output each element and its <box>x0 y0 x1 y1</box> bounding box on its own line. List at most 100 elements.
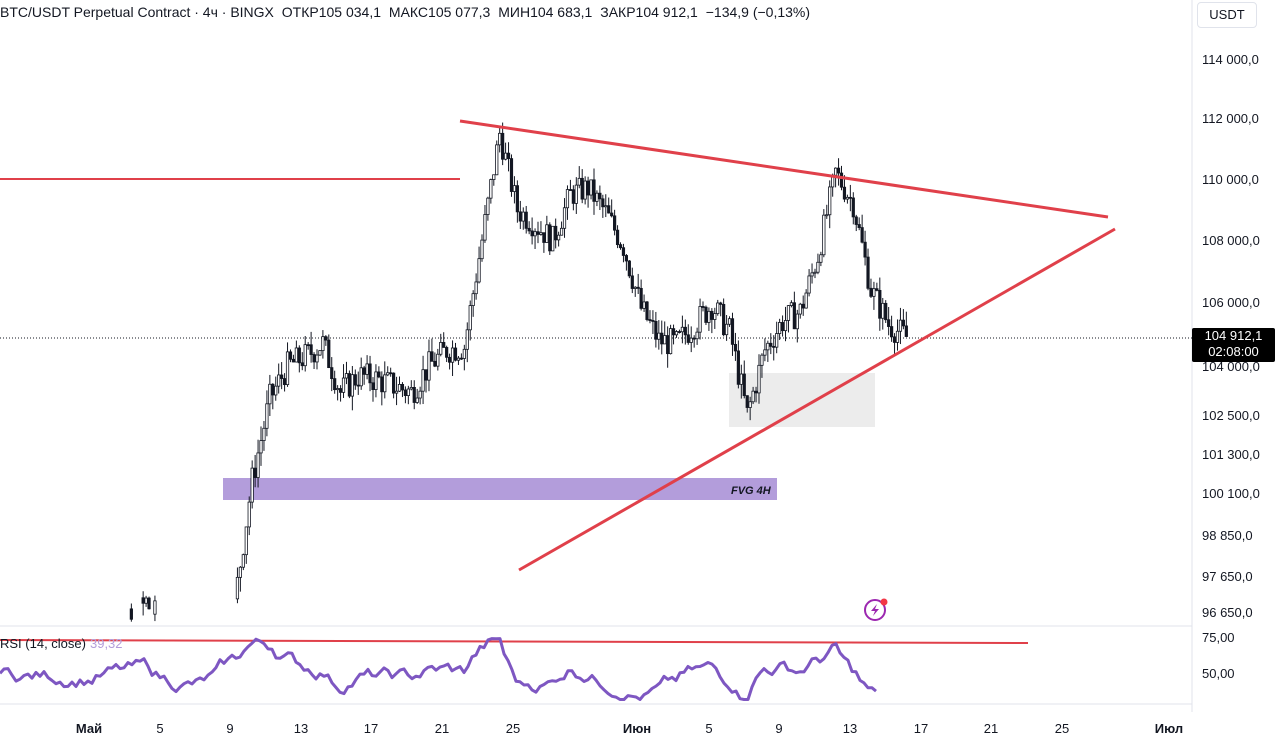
rsi-title: RSI (14, close) <box>0 636 86 651</box>
price-tick-label: 102 500,0 <box>1202 408 1260 423</box>
time-tick-label: Май <box>76 721 102 736</box>
candle-body <box>368 363 372 384</box>
candle-body <box>539 232 543 235</box>
price-tick-label: 97 650,0 <box>1202 569 1253 584</box>
candle-body <box>716 302 720 314</box>
candle-body <box>459 357 463 360</box>
candle-body <box>580 177 584 200</box>
candle-body <box>480 239 484 260</box>
candle-body <box>450 347 455 363</box>
candle-body <box>686 334 690 343</box>
candle-body <box>733 343 738 352</box>
candle-body <box>244 526 248 556</box>
candle-body <box>804 292 808 309</box>
candle-body <box>471 293 475 306</box>
last-price-value: 104 912,1 <box>1204 328 1263 343</box>
candle-body <box>241 554 245 568</box>
candle-body <box>392 372 396 394</box>
candles[interactable] <box>129 122 908 622</box>
candle-body <box>259 440 263 454</box>
candle-body <box>595 192 599 202</box>
candle-body <box>683 326 687 336</box>
candle-body <box>654 321 658 340</box>
candle-body <box>642 301 646 309</box>
candle-body <box>698 306 702 333</box>
candle-body <box>268 383 272 405</box>
grey-zone[interactable] <box>729 373 875 427</box>
candle-body <box>477 258 481 283</box>
rsi-legend[interactable]: RSI (14, close) 39,32 <box>0 636 123 651</box>
time-axis[interactable]: Май 5 9 13 17 21 25 Июн 5 9 13 17 21 25 Июл <box>76 721 1183 736</box>
candle-body <box>442 342 446 348</box>
candle-body <box>312 354 316 363</box>
candle-body <box>503 152 508 160</box>
candle-body <box>757 364 761 394</box>
candle-body <box>548 224 552 252</box>
candle-body <box>671 328 676 336</box>
candle-body <box>536 231 540 235</box>
candle-body <box>898 319 903 332</box>
symbol-title[interactable]: BTC/USDT Perpetual Contract · 4ч · BINGX <box>0 4 274 20</box>
price-tick-label: 108 000,0 <box>1202 233 1260 248</box>
currency-button[interactable]: USDT <box>1197 2 1257 28</box>
price-tick-label: 110 000,0 <box>1202 172 1259 187</box>
candle-body <box>147 597 151 610</box>
candle-body <box>321 336 325 352</box>
candle-body <box>869 287 873 297</box>
candle-body <box>890 326 894 338</box>
bar-countdown: 02:08:00 <box>1208 344 1259 359</box>
price-axis[interactable]: 114 000,0 112 000,0 110 000,0 108 000,0 106 … <box>1202 52 1260 681</box>
candle-body <box>380 376 384 393</box>
candle-body <box>397 384 402 392</box>
candle-body <box>798 303 802 315</box>
rsi-reference-line[interactable] <box>0 639 1029 644</box>
candle-body <box>618 244 623 249</box>
candle-body <box>344 373 349 379</box>
candle-body <box>901 319 905 327</box>
price-tick-label: 106 000,0 <box>1202 295 1260 310</box>
lower-trendline[interactable] <box>518 227 1116 572</box>
candle-body <box>610 212 614 217</box>
candle-body <box>730 318 735 345</box>
candle-body <box>674 331 679 336</box>
candle-body <box>315 354 319 363</box>
rsi-tick-label: 50,00 <box>1202 666 1235 681</box>
candle-body <box>839 172 844 188</box>
candle-body <box>277 374 281 387</box>
rsi-line[interactable] <box>0 637 877 701</box>
candle-body <box>657 332 661 340</box>
candle-body <box>704 306 708 323</box>
candle-body <box>518 211 522 222</box>
candle-body <box>713 313 717 320</box>
flash-icon[interactable] <box>864 598 888 621</box>
candle-body <box>707 310 711 323</box>
candle-body <box>695 331 699 340</box>
candle-body <box>439 342 443 355</box>
candle-body <box>742 373 746 397</box>
candle-body <box>483 214 487 241</box>
candle-body <box>303 344 307 367</box>
candle-body <box>710 310 714 320</box>
candle-body <box>445 347 449 358</box>
candle-body <box>627 260 631 277</box>
high-label: МАКС <box>388 4 429 20</box>
price-tick-label: 101 300,0 <box>1202 447 1260 462</box>
candle-body <box>400 384 405 391</box>
candle-body <box>807 275 811 294</box>
candle-body <box>418 390 422 399</box>
candle-body <box>801 303 805 309</box>
candle-body <box>542 232 546 243</box>
fvg-zone[interactable] <box>223 478 777 500</box>
candle-body <box>306 344 310 347</box>
candle-body <box>601 198 605 208</box>
candle-body <box>271 383 275 396</box>
candle-body <box>736 350 740 385</box>
upper-trendline[interactable] <box>459 119 1109 219</box>
candle-body <box>904 325 908 337</box>
time-tick-label: 9 <box>226 721 233 736</box>
candle-body <box>645 301 649 320</box>
candle-body <box>424 369 428 381</box>
candle-body <box>524 211 528 229</box>
candle-body <box>881 302 885 319</box>
